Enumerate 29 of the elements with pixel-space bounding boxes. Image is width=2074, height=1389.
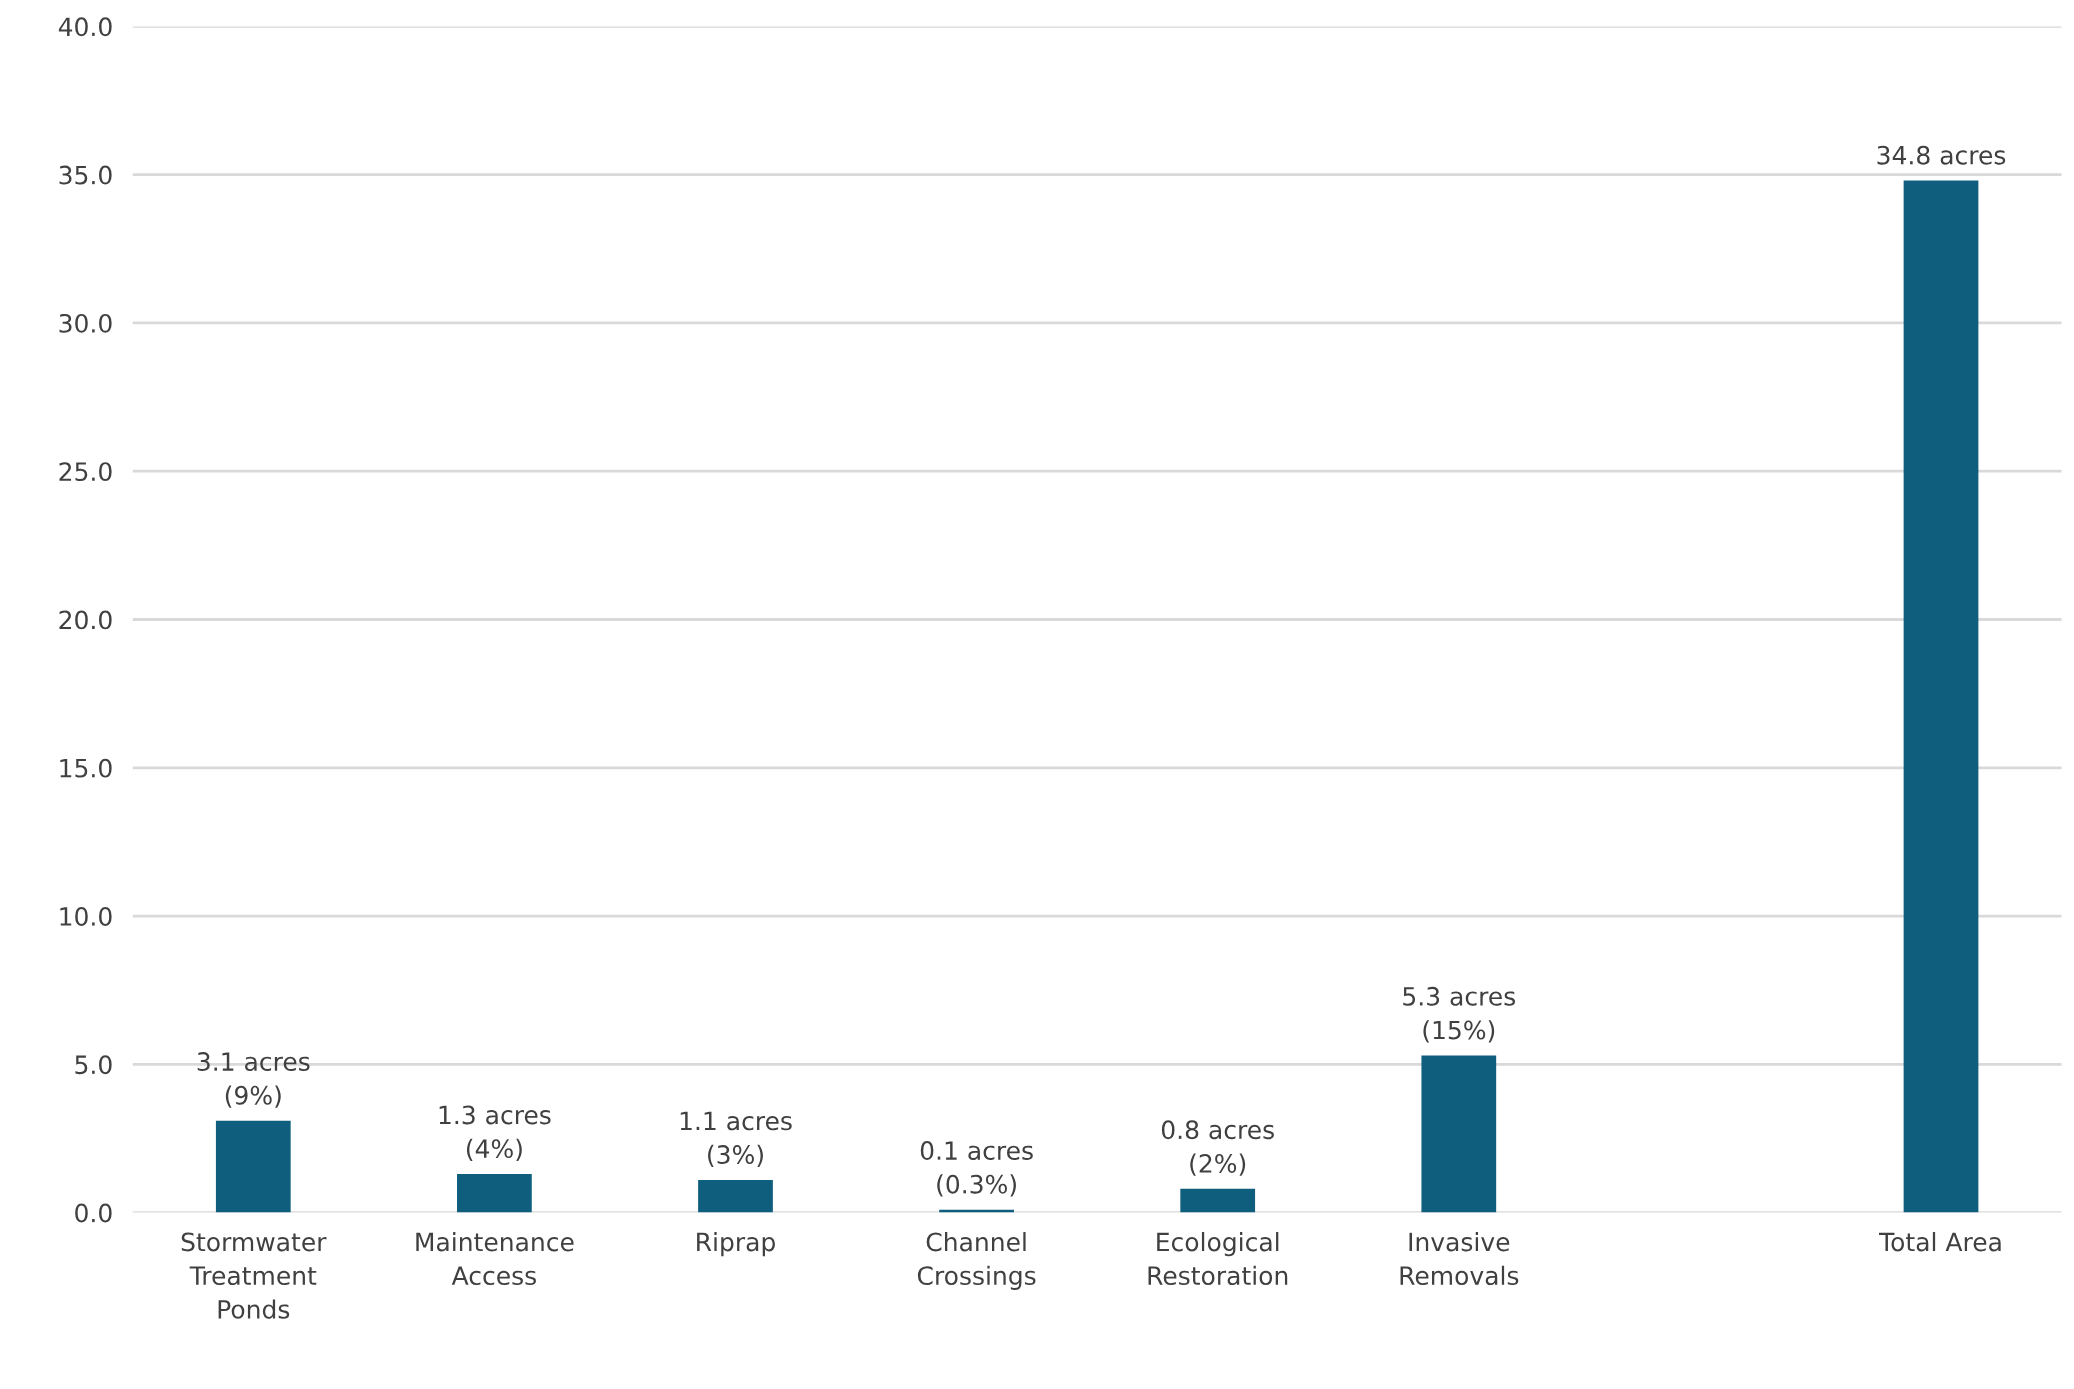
x-tick-label: Channel Crossings — [917, 1232, 1036, 1290]
data-label: 0.1 acres (0.3%) — [920, 1141, 1033, 1197]
y-tick-label: 35.0 — [59, 165, 112, 185]
bar — [1903, 180, 1979, 1213]
y-tick-label: 30.0 — [59, 313, 112, 333]
y-tick-label: 20.0 — [59, 610, 112, 630]
y-tick-label: 0.0 — [75, 1203, 112, 1223]
x-tick-label: Total Area — [1879, 1232, 2001, 1252]
data-label: 34.8 acres — [1877, 145, 2006, 165]
data-label: 1.3 acres (4%) — [439, 1105, 551, 1162]
y-tick-label: 40.0 — [58, 17, 112, 37]
bar — [215, 1120, 291, 1213]
y-tick-label: 5.0 — [75, 1055, 112, 1075]
bar — [1421, 1055, 1497, 1213]
y-tick-label: 15.0 — [60, 758, 112, 778]
y-tick-label: 10.0 — [60, 906, 112, 926]
data-label: 0.8 acres (2%) — [1161, 1120, 1274, 1176]
bar — [457, 1174, 532, 1213]
data-label: 1.1 acres (3%) — [680, 1111, 792, 1167]
y-tick-label: 25.0 — [59, 462, 112, 482]
x-tick-label: Invasive Removals — [1400, 1232, 1519, 1286]
data-label: 3.1 acres (9%) — [197, 1052, 310, 1108]
data-label: 5.3 acres (15%) — [1403, 986, 1516, 1043]
bar — [698, 1179, 773, 1213]
bar — [1180, 1188, 1256, 1213]
x-tick-label: Maintenance Access — [416, 1232, 574, 1286]
x-tick-label: Ecological Restoration — [1148, 1232, 1288, 1286]
x-tick-label: Riprap — [697, 1232, 775, 1257]
x-tick-label: Stormwater Treatment Ponds — [181, 1232, 327, 1319]
